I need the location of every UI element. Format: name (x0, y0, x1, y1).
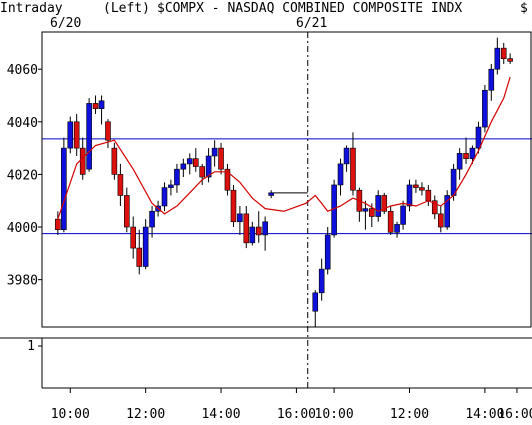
candle-body (255, 226, 262, 236)
y-tick-label: 4020 (7, 168, 38, 183)
candle-body (205, 155, 212, 178)
moving-average-line (57, 76, 511, 220)
y-tick-label: 4060 (7, 63, 38, 78)
chart-title: $COMPX - NASDAQ COMBINED COMPOSITE INDX (157, 1, 463, 16)
candle-body (218, 147, 224, 170)
candle-body (192, 158, 199, 167)
x-tick-label: 12:00 (126, 407, 165, 422)
candle-body (381, 195, 388, 212)
candle-body (343, 147, 350, 165)
candle-body (337, 163, 344, 186)
candle-body (149, 210, 155, 228)
x-tick-label: 16:00 (497, 407, 532, 422)
candle-body (324, 234, 331, 270)
candle-body (387, 210, 394, 233)
candle-body (500, 47, 507, 59)
candle-body (375, 195, 382, 217)
candle-body (425, 189, 432, 202)
candle-body (161, 187, 168, 207)
candle-body (168, 184, 174, 188)
price-panel-frame (41, 31, 532, 328)
candle-body (469, 147, 476, 159)
candle-body (237, 213, 243, 223)
x-tick-label: 12:00 (390, 407, 429, 422)
candle-body (136, 247, 143, 267)
candle-body (98, 100, 105, 109)
y-tick-label: 4000 (7, 221, 38, 236)
candle-body (463, 153, 469, 159)
candle-body (142, 226, 149, 267)
session-label-day2: 6/21 (296, 16, 328, 31)
candle-body (400, 205, 406, 225)
x-tick-label: 14:00 (465, 407, 504, 422)
candle-body (431, 200, 438, 215)
candle-body (105, 121, 111, 141)
candle-body (507, 58, 513, 62)
candle-body (369, 208, 375, 217)
candle-body (117, 174, 124, 196)
candle-body (180, 163, 187, 170)
y-tick-label: 4040 (7, 116, 38, 131)
session-label-day1: 6/20 (50, 16, 82, 31)
candle-body (362, 208, 369, 212)
candle-body (79, 147, 86, 175)
candle-body (437, 213, 444, 228)
x-tick-label: 14:00 (201, 407, 240, 422)
candle-body (230, 189, 237, 223)
candle-body (419, 187, 425, 191)
candle-body (130, 226, 137, 249)
candle-body (350, 147, 356, 191)
title-overflow-text: $ (520, 1, 528, 16)
candle-body (73, 121, 80, 149)
candle-body (494, 47, 501, 70)
candle-body (249, 226, 256, 244)
x-tick-label: 10:00 (51, 407, 90, 422)
candle-body (488, 68, 495, 91)
lower-panel-tick-label: 1 (27, 339, 35, 354)
candle-body (211, 147, 218, 157)
candle-body (186, 158, 193, 165)
candle-body (475, 126, 482, 149)
candle-body (444, 195, 450, 228)
candle-body (394, 224, 400, 233)
candle-body (268, 192, 274, 196)
candle-body (318, 268, 325, 294)
scale-side-label: (Left) (103, 1, 150, 16)
candle-body (55, 218, 61, 230)
chart-mode-label: Intraday (0, 1, 63, 16)
candle-body (406, 184, 413, 207)
candle-body (86, 103, 92, 170)
candle-body (243, 213, 250, 244)
candle-body (262, 221, 268, 236)
x-tick-label: 16:00 (277, 407, 316, 422)
candle-body (482, 89, 488, 128)
candle-body (312, 292, 319, 312)
candle-body (224, 168, 231, 191)
candle-body (61, 147, 67, 230)
candle-body (111, 147, 118, 175)
candle-body (92, 103, 99, 109)
candle-body (456, 153, 463, 170)
candle-body (67, 121, 74, 149)
y-tick-label: 3980 (7, 274, 38, 289)
candle-body (124, 195, 130, 228)
candle-body (174, 168, 180, 186)
x-tick-label: 10:00 (315, 407, 354, 422)
candle-body (413, 184, 419, 188)
candle-body (199, 166, 205, 178)
